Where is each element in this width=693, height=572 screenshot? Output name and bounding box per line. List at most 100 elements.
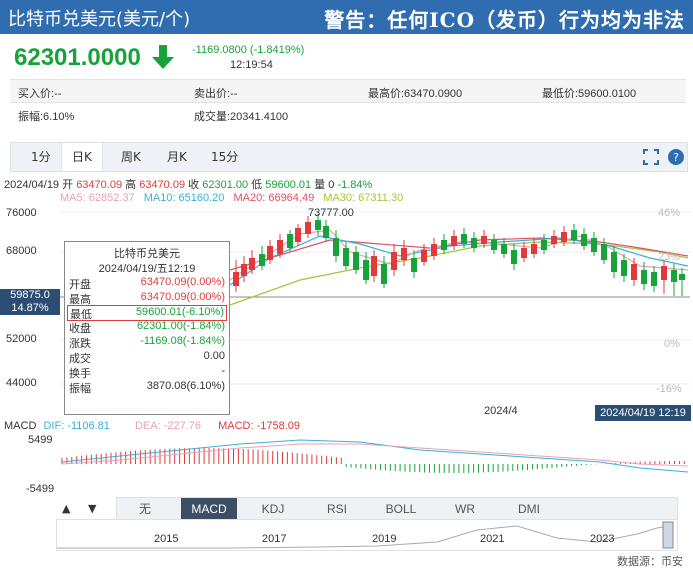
price-bar — [0, 34, 693, 76]
ohlc-high-label: 高 — [125, 179, 137, 191]
current-price: 62301.0000 — [14, 44, 141, 71]
y-label-68000: 68000 — [6, 245, 37, 257]
data-tooltip: 比特币兑美元 2024/04/19/五12:19 开盘 63470.09(0.00… — [64, 241, 230, 415]
candle-body — [551, 236, 557, 244]
indicator-boll[interactable]: BOLL — [385, 502, 417, 516]
candle-body — [267, 246, 273, 260]
tab-15min[interactable]: 15分 — [211, 150, 239, 164]
candle-body — [353, 252, 359, 270]
tab-weekly[interactable]: 周K — [121, 150, 141, 164]
info-row-2: 振幅:6.10% 成交量:20341.4100 — [10, 102, 686, 125]
year-2021: 2021 — [480, 533, 505, 545]
candle-body — [611, 252, 617, 272]
year-2015: 2015 — [154, 533, 179, 545]
candle-body — [287, 234, 293, 248]
candle-body — [679, 274, 685, 280]
candle-body — [431, 244, 437, 256]
help-icon[interactable]: ? — [667, 148, 685, 166]
page-title: 比特币兑美元(美元/个) — [8, 9, 191, 30]
macd-dea: DEA: -227.76 — [134, 420, 202, 432]
tooltip-row: 收盘 62301.00(-1.84%) — [69, 320, 225, 335]
candle-body — [259, 254, 265, 266]
candle-body — [461, 234, 467, 244]
price-change: -1169.0800 (-1.8419%) — [192, 44, 305, 56]
ohlc-low: 59600.01 — [265, 179, 312, 191]
tooltip-row: 最高 63470.09(0.00%) — [69, 291, 225, 306]
candle-body — [641, 270, 647, 284]
candle-body — [531, 244, 537, 254]
candle-body — [581, 234, 587, 246]
candle-body — [451, 236, 457, 246]
candle-body — [601, 244, 607, 260]
ohlc-open: 63470.09 — [76, 179, 123, 191]
scroll-up-icon[interactable]: ▲ — [62, 502, 71, 515]
high-price: 最高价:63470.0900 — [368, 88, 463, 100]
volume: 成交量:20341.4100 — [194, 111, 289, 123]
ohlc-pct: -1.84% — [337, 179, 373, 191]
candle-body — [501, 244, 507, 254]
candle-body — [323, 226, 329, 238]
candle-body — [521, 248, 527, 258]
candle-body — [233, 272, 239, 286]
scroll-down-icon[interactable]: ▼ — [88, 502, 97, 515]
tab-1min[interactable]: 1分 — [31, 150, 51, 164]
ohlc-date: 2024/04/19 — [4, 179, 60, 191]
macd-label: MACD — [4, 420, 37, 432]
ohlc-line: 2024/04/19 开 63470.09 高 63470.09 收 62301… — [4, 176, 372, 192]
warning-text: 警告：任何ICO（发币）行为均为非法 — [324, 8, 685, 32]
ohlc-close-label: 收 — [188, 179, 200, 191]
candle-body — [481, 236, 487, 244]
macd-dif: DIF: -1106.81 — [43, 420, 110, 432]
ma20-value: MA20: 66964.49 — [233, 192, 315, 204]
data-source: 数据源：币安 — [617, 556, 683, 568]
title-bar: 比特币兑美元(美元/个) 警告：任何ICO（发币）行为均为非法 — [0, 0, 693, 34]
candle-body — [541, 240, 547, 250]
ohlc-close: 62301.00 — [202, 179, 249, 191]
ma10-line — [229, 235, 689, 286]
candle-body — [631, 264, 637, 280]
period-tabs: 1分 日K 周K 月K 15分 ? — [10, 142, 688, 172]
tooltip-title: 比特币兑美元 — [114, 248, 180, 260]
candle-body — [621, 260, 627, 276]
indicator-rsi[interactable]: RSI — [326, 502, 347, 516]
ohlc-high: 63470.09 — [139, 179, 186, 191]
candle-body — [305, 222, 311, 234]
fullscreen-icon[interactable] — [643, 149, 659, 165]
ma-line: MA5: 62852.37 MA10: 65160.20 MA20: 66964… — [60, 192, 403, 204]
macd-header: MACD DIF: -1106.81 DEA: -227.76 MACD: -1… — [4, 420, 300, 432]
cursor-price-label: 59875.0 14.87% — [0, 289, 60, 315]
peak-label: 73777.00 — [308, 207, 354, 219]
indicator-dmi[interactable]: DMI — [518, 502, 540, 516]
tooltip-row: 涨跌 -1169.08(-1.84%) — [69, 335, 225, 350]
amplitude: 振幅:6.10% — [18, 111, 75, 123]
indicator-kdj[interactable]: KDJ — [261, 502, 285, 516]
candle-body — [491, 240, 497, 250]
cursor-pct: 14.87% — [11, 302, 49, 314]
range-navigator[interactable] — [56, 519, 678, 551]
candle-body — [371, 256, 377, 276]
candle-body — [241, 264, 247, 276]
svg-text:?: ? — [673, 151, 679, 164]
candle-body — [511, 250, 517, 264]
candle-body — [401, 248, 407, 260]
tooltip-row: 振幅 3870.08(6.10%) — [69, 380, 225, 395]
tooltip-row: 换手 - — [69, 365, 225, 380]
candle-body — [343, 248, 349, 266]
candle-body — [571, 230, 577, 240]
pct-label-0: 0% — [664, 338, 680, 350]
indicator-macd[interactable]: MACD — [181, 498, 237, 520]
ohlc-open-label: 开 — [62, 179, 74, 191]
candle-body — [391, 252, 397, 270]
y-label-76000: 76000 — [6, 207, 37, 219]
year-2019: 2019 — [372, 533, 397, 545]
quote-time: 12:19:54 — [230, 59, 273, 71]
macd-dea-line — [61, 443, 689, 467]
candle-body — [277, 240, 283, 254]
candle-body — [315, 220, 321, 230]
tab-daily[interactable]: 日K — [61, 143, 103, 171]
indicator-wr[interactable]: WR — [455, 502, 475, 516]
indicator-none[interactable]: 无 — [138, 502, 151, 516]
ohlc-vol-label: 量 — [314, 179, 326, 191]
y-label-52000: 52000 — [6, 333, 37, 345]
tab-monthly[interactable]: 月K — [167, 150, 187, 164]
